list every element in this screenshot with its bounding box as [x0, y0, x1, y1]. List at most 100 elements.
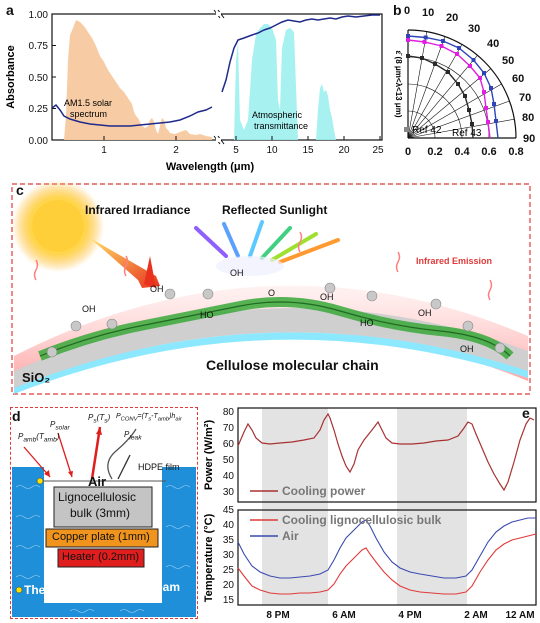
heater-label: Heater (0.2mm): [62, 551, 140, 563]
p-leak-label: Pleak: [124, 430, 142, 442]
radial-tick: 0: [405, 146, 411, 158]
foam-container: [12, 467, 196, 617]
air-line: [237, 517, 536, 579]
infrared-emission-arrows: [33, 231, 493, 301]
radial-tick: 0.4: [454, 146, 470, 158]
infrared-irradiance-beam: [90, 238, 160, 288]
atmospheric-transmittance-area: [234, 24, 336, 140]
time-xtick: 4 PM: [398, 610, 421, 621]
night-shade-1: [262, 408, 328, 605]
power-ytick: 40: [223, 471, 235, 482]
angle-tick: 70: [519, 92, 531, 104]
p-conv-label: PCONV=(Ts-Tamb)hair: [116, 413, 182, 423]
temp-ytick: 45: [223, 505, 235, 516]
legend-air-label: Air: [282, 529, 299, 543]
oh-label: OH: [230, 268, 244, 278]
power-frame: [237, 407, 537, 503]
power-ytick: 60: [223, 439, 235, 450]
sun-core: [32, 200, 84, 252]
ref43-markers: [406, 38, 490, 124]
cooling-power-line: [237, 412, 535, 492]
oh-label: OH: [418, 308, 432, 318]
oh-label: OH: [150, 284, 164, 294]
infrared-irradiance-label: Infrared Irradiance: [85, 203, 191, 217]
hdpe-film-label: HDPE film: [138, 462, 180, 472]
panel-a-ytick: 0.25: [29, 104, 49, 115]
power-ylabel: Power (W/m²): [203, 420, 215, 491]
p-amb-arrow: [23, 446, 51, 478]
bulk-label-line2: bulk (3mm): [70, 506, 131, 520]
ref43-series: [407, 39, 491, 139]
temp-ytick: 20: [223, 580, 235, 591]
temp-ytick: 25: [223, 565, 235, 576]
temp-ytick: 40: [223, 520, 235, 531]
panel-c-illustration: OH OH HO OH OH HO OH OH O: [11, 180, 531, 395]
power-ytick: 50: [223, 455, 235, 466]
panel-c-border: [11, 183, 531, 395]
panel-a-xlabel: Wavelength (μm): [166, 161, 255, 173]
angle-tick: 0: [404, 5, 410, 17]
panel-a-ylabel: Absorbance: [5, 45, 17, 109]
panel-a-xtick: 10: [266, 145, 278, 156]
legend-bulk-label: Cooling lignocellulosic bulk: [282, 513, 442, 527]
panel-a-absorbance-chart: 1.00 0.75 0.50 0.25 0.00 1 2 5 10 15 20 …: [5, 9, 384, 173]
panel-a-xtick: 2: [173, 145, 179, 156]
angle-tick: 50: [502, 55, 514, 67]
panel-a-ytick: 0.50: [29, 73, 49, 84]
angle-tick: 60: [512, 73, 524, 85]
temp-ytick: 35: [223, 535, 235, 546]
ref42-label: Ref 42: [412, 125, 442, 136]
temperature-ylabel: Temperature (°C): [203, 513, 215, 602]
temp-ytick: 15: [223, 595, 235, 606]
power-ytick: 80: [223, 407, 235, 418]
panel-c-letter: c: [16, 182, 24, 198]
atm-annotation-line1: Atmospheric: [252, 110, 303, 120]
infrared-emission-label: Infrared Emission: [416, 256, 493, 266]
absorbance-curve-right: [221, 14, 380, 93]
panel-a-xtick: 20: [338, 145, 350, 156]
time-xtick: 2 AM: [464, 610, 488, 621]
angle-tick: 90: [523, 133, 535, 145]
emission-band: [14, 285, 528, 394]
night-shade-2: [397, 408, 467, 605]
panel-a-xtick: 1: [101, 145, 107, 156]
cooling-bulk-line: [237, 533, 537, 595]
p-conv-arrow: [107, 428, 137, 480]
heater: [57, 548, 145, 568]
panel-a-xtick: 15: [302, 145, 314, 156]
p-leak-arrow: [117, 454, 131, 480]
p-solar-arrow: [57, 432, 73, 478]
angle-tick: 80: [522, 112, 534, 124]
oh-label: OH: [460, 344, 474, 354]
this-work-markers: [406, 34, 498, 123]
angle-tick: 30: [468, 23, 480, 35]
reflection-spot: [216, 256, 284, 276]
temperature-frame: [237, 509, 537, 606]
atm-annotation-line2: transmittance: [254, 121, 308, 131]
panel-a-ytick: 0.75: [29, 41, 49, 52]
o-label: O: [268, 288, 275, 298]
solar-annotation-line2: spectrum: [70, 109, 107, 119]
panel-a-ytick: 1.00: [29, 10, 49, 21]
p-s-arrow: [90, 426, 102, 480]
oh-label: OH: [82, 304, 96, 314]
bulk-label-line1: Lignocellulosic: [58, 490, 137, 504]
thermocouple-label: Thermocouple: [24, 583, 107, 597]
thermocouple-dot: [15, 586, 23, 594]
radial-tick: 0.2: [427, 146, 442, 158]
time-xtick: 6 AM: [332, 610, 356, 621]
power-ytick: 30: [223, 487, 235, 498]
angle-tick: 10: [422, 7, 434, 19]
power-ytick: 70: [223, 423, 235, 434]
lignocellulosic-bulk-box: [53, 486, 153, 528]
panel-a-xtick: 5: [233, 145, 239, 156]
p-solar-label: Psolar: [50, 420, 70, 432]
time-xtick: 8 PM: [266, 610, 289, 621]
cellulose-chain-backbone: [39, 301, 511, 357]
ho-label: HO: [200, 310, 214, 320]
sio2-label: SiO₂: [22, 370, 51, 385]
solar-annotation-line1: AM1.5 solar: [64, 98, 112, 108]
sio2-spheres: [46, 282, 506, 358]
copper-plate: [45, 528, 159, 548]
absorbance-curve-left: [51, 103, 213, 127]
